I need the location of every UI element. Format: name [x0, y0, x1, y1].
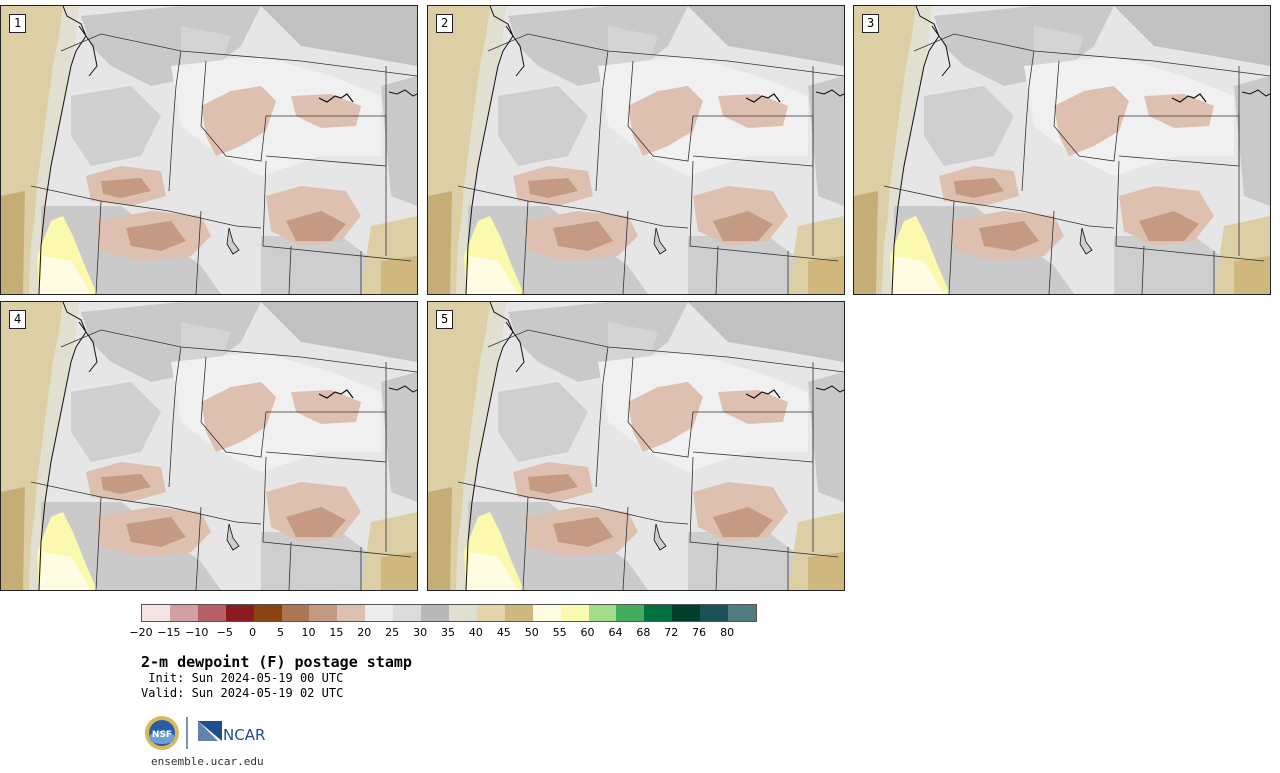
colorbar-tick-label: 20: [357, 626, 372, 639]
colorbar-swatch: [728, 605, 756, 621]
colorbar-tick-label: 55: [552, 626, 567, 639]
dewpoint-map: [428, 302, 844, 590]
panel-label: 4: [9, 310, 27, 329]
colorbar-swatch: [700, 605, 729, 621]
valid-time: Valid: Sun 2024-05-19 02 UTC: [141, 686, 344, 700]
colorbar-tick-label: 35: [441, 626, 455, 639]
colorbar: [141, 604, 757, 622]
colorbar-swatch: [393, 605, 422, 621]
panel-label: 3: [862, 14, 880, 33]
dewpoint-map: [1, 302, 417, 590]
colorbar-tick-label: 40: [468, 626, 483, 639]
colorbar-swatch: [644, 605, 673, 621]
ncar-logo-icon: NCAR: [198, 721, 265, 744]
colorbar-swatch: [142, 605, 170, 621]
panel-label: 1: [9, 14, 27, 33]
colorbar-tick-label: 15: [329, 626, 344, 639]
colorbar-tick-label: 45: [496, 626, 511, 639]
init-time: Init: Sun 2024-05-19 00 UTC: [141, 671, 344, 685]
dewpoint-map: [854, 6, 1270, 294]
colorbar-swatch: [253, 605, 282, 621]
colorbar-swatch: [504, 605, 533, 621]
colorbar-tick-label: −10: [185, 626, 209, 639]
colorbar-swatch: [588, 605, 617, 621]
map-panel-1: 1: [0, 5, 418, 295]
colorbar-ticks: −20 −15 −10 −5 0 5 10 15 20 25 30 35 40 45 50 55 60 64 68 7…: [129, 626, 755, 640]
colorbar-tick-label: 0: [249, 626, 257, 639]
page-title: 2-m dewpoint (F) postage stamp: [141, 653, 412, 671]
colorbar-tick-label: 60: [580, 626, 595, 639]
colorbar-tick-label: 30: [413, 626, 428, 639]
colorbar-tick-label: 68: [636, 626, 651, 639]
colorbar-swatch: [448, 605, 477, 621]
svg-text:NSF: NSF: [152, 730, 172, 740]
colorbar-swatch: [532, 605, 561, 621]
colorbar-swatch: [309, 605, 338, 621]
colorbar-swatch: [225, 605, 254, 621]
colorbar-swatch: [197, 605, 226, 621]
colorbar-tick-label: 76: [692, 626, 707, 639]
colorbar-tick-label: −20: [129, 626, 153, 639]
colorbar-tick-label: −15: [157, 626, 181, 639]
panel-label: 5: [436, 310, 454, 329]
colorbar-swatch: [281, 605, 310, 621]
map-panel-3: 3: [853, 5, 1271, 295]
colorbar-tick-label: 80: [720, 626, 735, 639]
colorbar-swatch: [169, 605, 198, 621]
colorbar-swatch: [337, 605, 366, 621]
colorbar-swatch: [476, 605, 505, 621]
svg-text:NCAR: NCAR: [223, 726, 265, 744]
colorbar-swatch: [616, 605, 645, 621]
colorbar-tick-label: 72: [664, 626, 679, 639]
colorbar-tick-label: 25: [385, 626, 400, 639]
colorbar-tick-label: 10: [301, 626, 316, 639]
panel-label: 2: [436, 14, 454, 33]
colorbar-tick-label: −5: [216, 626, 233, 639]
dewpoint-map: [1, 6, 417, 294]
map-panel-5: 5: [427, 301, 845, 591]
dewpoint-map: [428, 6, 844, 294]
colorbar-tick-label: 50: [524, 626, 539, 639]
logos: NSF NCAR: [144, 715, 274, 751]
map-panel-2: 2: [427, 5, 845, 295]
colorbar-swatch: [560, 605, 589, 621]
colorbar-tick-label: 64: [608, 626, 623, 639]
colorbar-tick-label: 5: [277, 626, 285, 639]
colorbar-swatch: [421, 605, 449, 621]
nsf-logo-icon: NSF: [145, 716, 179, 750]
site-url: ensemble.ucar.edu: [151, 755, 264, 768]
colorbar-swatch: [672, 605, 701, 621]
map-panel-4: 4: [0, 301, 418, 591]
colorbar-swatch: [365, 605, 394, 621]
